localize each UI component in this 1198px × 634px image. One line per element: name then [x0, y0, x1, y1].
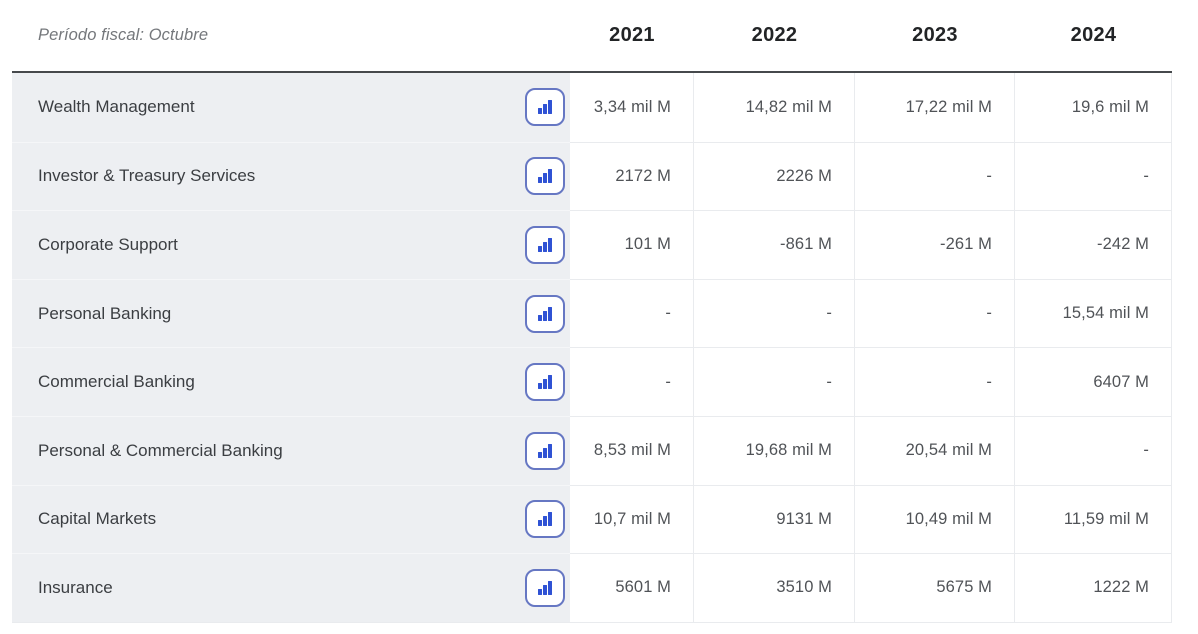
open-chart-button[interactable] — [525, 363, 565, 402]
bar-chart-icon — [538, 100, 552, 115]
segment-label: Wealth Management — [38, 97, 195, 117]
value-cell: 6407 M — [1015, 347, 1172, 416]
value-cell: - — [694, 347, 855, 416]
segment-label-cell: Personal & Commercial Banking — [12, 415, 570, 485]
value-cell: 101 M — [570, 210, 694, 279]
segment-label-cell: Capital Markets — [12, 484, 570, 554]
bar-chart-icon — [538, 237, 552, 252]
segment-label-cell: Personal Banking — [12, 278, 570, 348]
open-chart-button[interactable] — [525, 431, 565, 470]
year-header-2024: 2024 — [1070, 24, 1117, 46]
value-cell: 9131 M — [694, 484, 855, 554]
value-cell: 5601 M — [570, 553, 694, 622]
bar-chart-icon — [538, 306, 552, 321]
open-chart-button[interactable] — [525, 225, 565, 264]
value-cell: 2172 M — [570, 141, 694, 211]
open-chart-button[interactable] — [525, 157, 565, 196]
value-cell: 19,68 mil M — [694, 415, 855, 485]
open-chart-button[interactable] — [525, 88, 565, 127]
fiscal-period-label: Período fiscal: Octubre — [38, 26, 209, 44]
year-header-2023: 2023 — [912, 24, 958, 46]
value-cell: 2226 M — [694, 141, 855, 211]
value-cell: 15,54 mil M — [1015, 278, 1172, 348]
segment-label: Personal Banking — [38, 303, 172, 323]
year-header-2022: 2022 — [751, 24, 798, 46]
value-cell: 17,22 mil M — [855, 73, 1015, 142]
value-cell: - — [855, 141, 1015, 211]
bar-chart-icon — [538, 512, 552, 527]
table-row: Commercial Banking - - - 6407 M — [12, 347, 1172, 416]
segment-revenue-table: Período fiscal: Octubre 2021 2022 2023 2… — [12, 0, 1172, 623]
table-body: Wealth Management 3,34 mil M 14,82 mil M… — [12, 73, 1172, 623]
value-cell: 8,53 mil M — [570, 415, 694, 485]
table-row: Investor & Treasury Services 2172 M 2226… — [12, 141, 1172, 211]
value-cell: - — [570, 347, 694, 416]
segment-label: Investor & Treasury Services — [38, 166, 256, 186]
table-row: Personal & Commercial Banking 8,53 mil M… — [12, 415, 1172, 485]
value-cell: 3510 M — [694, 553, 855, 622]
segment-label-cell: Corporate Support — [12, 210, 570, 279]
segment-label-cell: Wealth Management — [12, 73, 570, 142]
open-chart-button[interactable] — [525, 568, 565, 607]
open-chart-button[interactable] — [525, 294, 565, 333]
value-cell: 20,54 mil M — [855, 415, 1015, 485]
value-cell: - — [1015, 141, 1172, 211]
value-cell: 19,6 mil M — [1015, 73, 1172, 142]
table-header: Período fiscal: Octubre 2021 2022 2023 2… — [12, 0, 1172, 73]
table-row: Capital Markets 10,7 mil M 9131 M 10,49 … — [12, 484, 1172, 554]
value-cell: 14,82 mil M — [694, 73, 855, 142]
value-cell: - — [855, 347, 1015, 416]
segment-label-cell: Investor & Treasury Services — [12, 141, 570, 211]
segment-label: Capital Markets — [38, 509, 157, 529]
value-cell: 3,34 mil M — [570, 73, 694, 142]
table-row: Wealth Management 3,34 mil M 14,82 mil M… — [12, 73, 1172, 142]
table-row: Personal Banking - - - 15,54 mil M — [12, 278, 1172, 348]
segment-label: Personal & Commercial Banking — [38, 440, 283, 460]
value-cell: - — [1015, 415, 1172, 485]
table-row: Insurance 5601 M 3510 M 5675 M 1222 M — [12, 553, 1172, 622]
year-header-2021: 2021 — [609, 24, 655, 46]
segment-label: Insurance — [38, 577, 113, 597]
segment-label-cell: Insurance — [12, 553, 570, 622]
value-cell: 1222 M — [1015, 553, 1172, 622]
value-cell: - — [694, 278, 855, 348]
bar-chart-icon — [538, 580, 552, 595]
open-chart-button[interactable] — [525, 500, 565, 539]
bar-chart-icon — [538, 375, 552, 390]
segment-label: Corporate Support — [38, 234, 178, 254]
value-cell: 5675 M — [855, 553, 1015, 622]
table-row: Corporate Support 101 M -861 M -261 M -2… — [12, 210, 1172, 279]
segment-label-cell: Commercial Banking — [12, 347, 570, 416]
value-cell: 11,59 mil M — [1015, 484, 1172, 554]
value-cell: -261 M — [855, 210, 1015, 279]
value-cell: -242 M — [1015, 210, 1172, 279]
value-cell: 10,49 mil M — [855, 484, 1015, 554]
segment-label: Commercial Banking — [38, 372, 195, 392]
value-cell: -861 M — [694, 210, 855, 279]
value-cell: 10,7 mil M — [570, 484, 694, 554]
bar-chart-icon — [538, 169, 552, 184]
value-cell: - — [855, 278, 1015, 348]
bar-chart-icon — [538, 443, 552, 458]
value-cell: - — [570, 278, 694, 348]
